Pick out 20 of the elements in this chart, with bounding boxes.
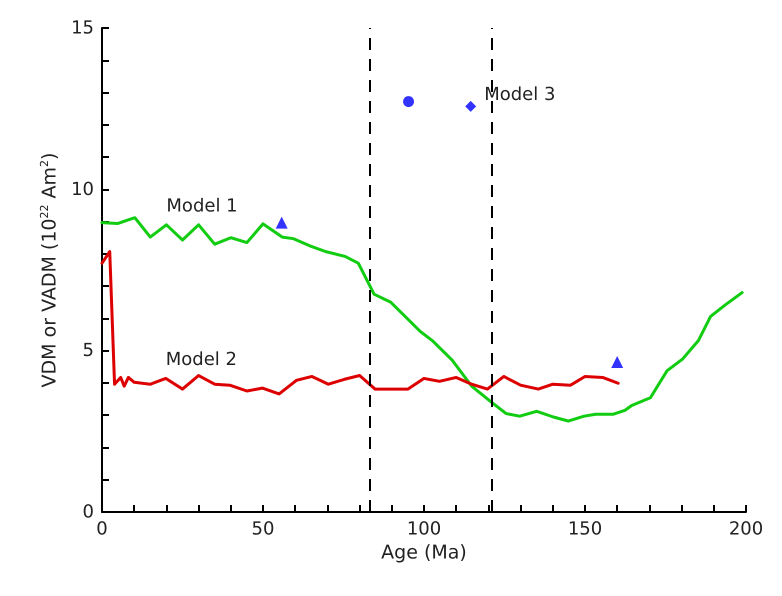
x-tick-label: 50 bbox=[252, 518, 274, 540]
point bbox=[276, 216, 288, 229]
y-tick-label: 15 bbox=[71, 18, 94, 38]
point bbox=[611, 356, 624, 368]
x-tick-label: 150 bbox=[568, 518, 602, 540]
line-series bbox=[100, 216, 744, 423]
x-tick-label: 0 bbox=[96, 518, 108, 540]
x-axis-title: Age (Ma) bbox=[381, 541, 467, 564]
series-label: Model 2 bbox=[166, 348, 237, 370]
y-tick-label: 10 bbox=[71, 178, 94, 200]
point bbox=[403, 96, 414, 108]
point bbox=[465, 100, 476, 112]
y-tick-label: 5 bbox=[82, 340, 94, 362]
y-tick-label: 0 bbox=[82, 502, 94, 522]
series-label: Model 3 bbox=[484, 84, 556, 105]
y-axis-title: VDM or VADM (1022 Am2) bbox=[38, 152, 60, 388]
x-tick-label: 100 bbox=[406, 518, 442, 540]
line-series bbox=[100, 250, 620, 396]
series-label: Model 1 bbox=[166, 195, 238, 216]
x-tick-label: 200 bbox=[728, 518, 764, 540]
